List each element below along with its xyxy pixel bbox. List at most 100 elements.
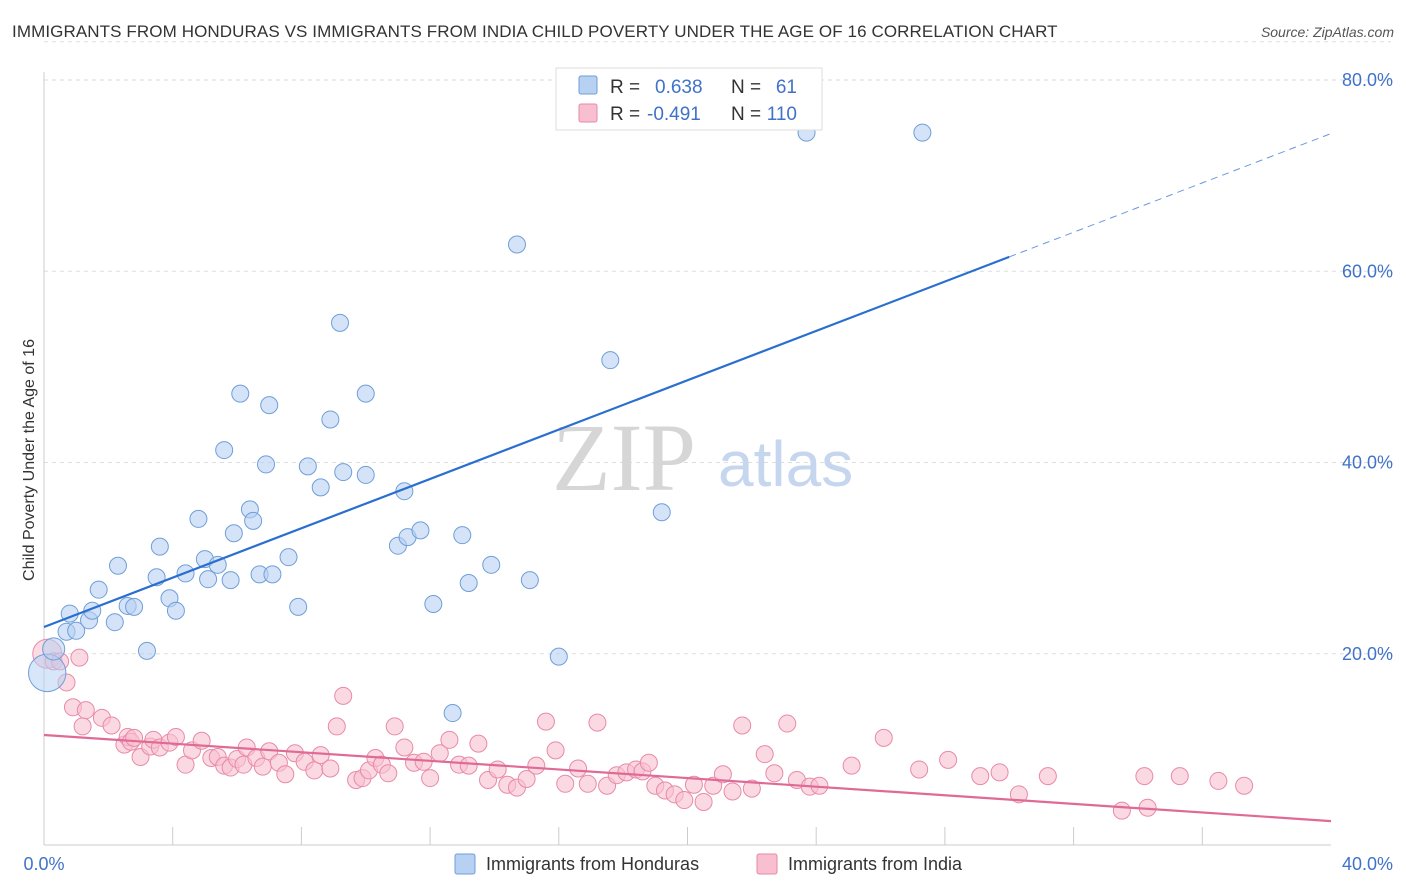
india-n-value: 110 [767,104,797,125]
india-point [488,760,507,779]
honduras-point [459,573,478,592]
india-r-label: R = [610,104,640,125]
honduras-point [257,455,276,474]
india-point [755,745,774,764]
y-tick-label: 40.0% [1342,453,1393,473]
honduras-point [166,601,185,620]
india-point [421,769,440,788]
india-point [713,765,732,784]
stats-box-frame [555,67,823,131]
india-point [305,761,324,780]
india-point [517,770,536,789]
honduras-point [89,580,108,599]
honduras-point [424,595,443,614]
honduras-point [356,384,375,403]
india-point [1038,767,1057,786]
honduras-point [199,570,218,589]
honduras-point [28,653,67,693]
y-tick-label: 20.0% [1342,644,1393,664]
india-point [440,730,459,749]
honduras-point [289,597,308,616]
honduras-n-label: N = [731,77,761,98]
india-point [536,712,555,731]
trend-layer [43,133,1332,823]
honduras-trend-extension [1009,133,1332,258]
honduras-point [67,621,86,640]
honduras-point [150,537,169,556]
honduras-point [208,555,227,574]
legend-india-label: Immigrants from India [788,854,963,874]
india-point [459,756,478,775]
india-point [874,728,893,747]
honduras-point [231,384,250,403]
stats-box: R = 0.638 N = 61 R = -0.491 N = 110 [555,67,823,131]
india-point [1009,785,1028,804]
honduras-point [224,524,243,543]
honduras-point [109,556,128,575]
india-point [1112,801,1131,820]
x-tick-label: 0.0% [23,854,64,874]
honduras-point [913,123,932,142]
india-point [704,776,723,795]
india-point [1170,767,1189,786]
honduras-n-value: 61 [776,77,797,98]
india-point [742,779,761,798]
chart-title: IMMIGRANTS FROM HONDURAS VS IMMIGRANTS F… [12,22,1058,41]
india-point [327,717,346,736]
india-point [684,775,703,794]
legend-honduras-swatch [454,853,476,875]
legend-india-swatch [756,853,778,875]
india-point [723,782,742,801]
honduras-r-value: 0.638 [655,77,703,98]
india-point [385,717,404,736]
india-point [334,686,353,705]
tick-layer: 20.0% 40.0% 60.0% 80.0% 0.0% 40.0% [23,70,1393,874]
honduras-point [321,410,340,429]
india-point [1235,776,1254,795]
watermark-atlas: atlas [718,428,853,500]
honduras-point [652,503,671,522]
india-point [76,701,95,720]
india-point [971,767,990,786]
india-point [842,756,861,775]
honduras-point [189,509,208,528]
india-point [73,717,92,736]
india-trend-line [43,733,1332,823]
y-tick-label: 60.0% [1342,261,1393,281]
india-point [569,759,588,778]
india-n-label: N = [731,104,761,125]
honduras-point [298,457,317,476]
honduras-point [549,647,568,666]
bottom-legend: Immigrants from Honduras Immigrants from… [454,853,963,875]
india-point [102,716,121,735]
honduras-point [311,478,330,497]
honduras-point [125,597,144,616]
india-point [1209,771,1228,790]
honduras-point [105,613,124,632]
honduras-point [331,313,350,332]
honduras-point [244,511,263,530]
honduras-point [215,441,234,460]
honduras-point [221,571,240,590]
india-point [939,750,958,769]
honduras-point [260,396,279,415]
india-point [778,714,797,733]
india-point [469,734,488,753]
honduras-point [507,235,526,254]
honduras-point [411,521,430,540]
honduras-point [137,641,156,660]
india-point [556,774,575,793]
source-label: Source: ZipAtlas.com [1260,24,1394,40]
honduras-point [279,548,298,567]
india-stat-swatch [578,103,598,123]
y-axis-title: Child Poverty Under the Age of 16 [21,339,38,581]
honduras-trend-line [43,255,1010,629]
honduras-r-label: R = [610,77,640,98]
india-point [578,774,597,793]
india-point [1135,767,1154,786]
legend-honduras-label: Immigrants from Honduras [486,854,699,874]
india-point [765,764,784,783]
india-point [166,727,185,746]
india-point [546,741,565,760]
